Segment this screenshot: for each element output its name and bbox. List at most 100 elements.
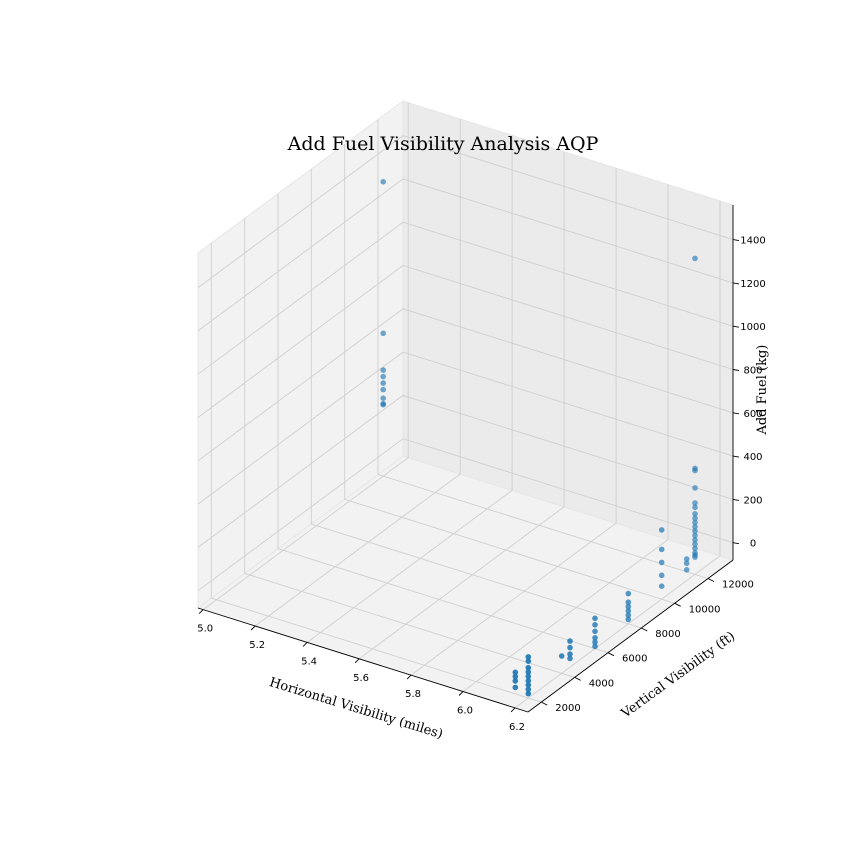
x-tick-label: 5.2 (249, 640, 265, 651)
data-point (692, 537, 698, 543)
data-point (692, 485, 698, 491)
data-point (380, 386, 387, 393)
data-point (683, 567, 690, 573)
y-gridline (344, 144, 675, 604)
y-tick (574, 676, 581, 681)
x-gridline (358, 151, 565, 660)
x-gridline (202, 102, 409, 610)
data-point (658, 527, 665, 533)
data-point (692, 541, 698, 547)
z-gridline (197, 135, 734, 288)
z-gridline (197, 351, 734, 505)
x-tick (302, 642, 308, 647)
data-point (692, 504, 698, 511)
y-tick-label: 10000 (689, 604, 721, 615)
data-point (683, 560, 690, 567)
data-point (525, 669, 532, 675)
x-tick-label: 5.4 (301, 656, 317, 667)
data-point (512, 684, 519, 691)
x-tick (198, 609, 204, 614)
data-point (692, 255, 698, 262)
data-point (525, 686, 532, 693)
x-tick-label: 6.2 (509, 722, 525, 733)
data-points (380, 179, 698, 697)
y-axis-line (527, 559, 734, 713)
data-point (525, 673, 532, 680)
data-point (592, 639, 598, 645)
z-gridline (197, 308, 734, 462)
x-tick (354, 658, 360, 664)
y-tick-label: 6000 (622, 654, 647, 665)
y-tick (674, 602, 681, 607)
grid-lines (197, 102, 734, 709)
data-point (692, 532, 698, 539)
data-point (692, 524, 698, 530)
data-point (683, 556, 690, 562)
data-point (512, 669, 519, 676)
x-gridline (462, 184, 669, 692)
y-gridline (244, 218, 575, 678)
data-point (692, 519, 698, 526)
data-point (525, 690, 532, 697)
data-point (625, 599, 632, 605)
x-tick (250, 625, 256, 631)
data-point (525, 654, 532, 660)
data-point (512, 673, 519, 680)
data-point (658, 572, 665, 579)
y-tick-label: 2000 (555, 703, 580, 714)
data-point (380, 373, 387, 380)
data-point (525, 682, 532, 688)
z-tick (732, 542, 740, 545)
y-tick (641, 627, 648, 632)
z-tick-label: 0 (750, 539, 756, 550)
z-tick (732, 498, 740, 501)
y-tick (707, 578, 715, 582)
data-point (658, 546, 665, 553)
data-point (380, 367, 387, 373)
z-axis-label: Add Fuel (kg) (755, 345, 770, 436)
z-gridline (197, 438, 734, 592)
data-point (625, 612, 632, 618)
data-point (380, 179, 387, 185)
data-point (658, 583, 665, 589)
z-gridline (197, 394, 734, 548)
y-tick-label: 12000 (722, 580, 754, 591)
data-point (692, 511, 698, 517)
z-tick-label: 1400 (740, 236, 765, 247)
y-tick-label: 8000 (655, 629, 680, 640)
data-point (692, 528, 698, 534)
data-point (692, 467, 698, 474)
data-point (625, 608, 632, 614)
z-tick (732, 239, 740, 242)
data-point (525, 664, 532, 671)
data-point (380, 401, 387, 408)
data-point (567, 638, 573, 644)
axis-panes (196, 100, 735, 713)
y-gridline (310, 169, 642, 629)
z-tick (732, 455, 740, 458)
data-point (525, 677, 532, 684)
x-gridline (254, 119, 461, 627)
x-gridline (514, 200, 721, 709)
data-point (692, 545, 698, 552)
axis-lines (197, 205, 740, 713)
data-point (567, 651, 573, 657)
z-tick-label: 800 (743, 366, 762, 377)
z-gridline (197, 178, 734, 332)
data-point (692, 500, 698, 506)
data-point (558, 653, 565, 659)
z-tick-label: 600 (743, 409, 762, 420)
data-point (380, 380, 387, 386)
data-point (592, 635, 598, 641)
chart-title: Add Fuel Visibility Analysis AQP (287, 133, 599, 155)
data-point (625, 616, 632, 623)
data-point (692, 515, 698, 521)
z-gridline (197, 221, 734, 375)
data-point (592, 643, 598, 650)
data-point (625, 603, 632, 610)
y-gridline (277, 193, 609, 654)
z-tick-label: 1000 (740, 322, 765, 333)
z-tick (732, 325, 740, 328)
